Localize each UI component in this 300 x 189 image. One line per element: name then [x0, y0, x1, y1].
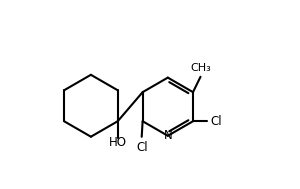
Text: HO: HO — [109, 136, 127, 149]
Text: Cl: Cl — [136, 141, 148, 154]
Text: N: N — [164, 129, 172, 142]
Text: Cl: Cl — [211, 115, 223, 128]
Text: CH₃: CH₃ — [190, 63, 211, 73]
